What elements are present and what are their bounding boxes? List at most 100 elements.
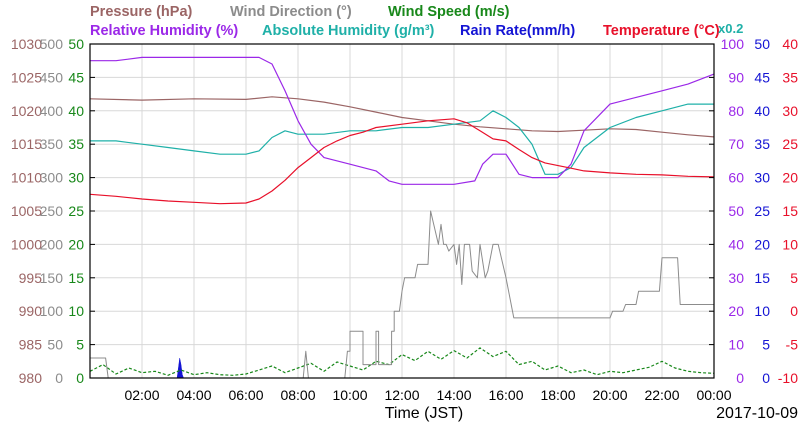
plot-frame [89, 43, 715, 379]
y-tick-label-temperature: 30 [782, 103, 798, 119]
legend: Pressure (hPa) Wind Direction (°) Wind Spe… [90, 4, 720, 39]
y-tick-label-pressure: 1010 [11, 170, 42, 186]
x-tick-label: 16:00 [488, 387, 523, 403]
y-tick-label-wind-direction: 0 [55, 370, 63, 386]
x-tick-label: 10:00 [332, 387, 367, 403]
y-tick-label-wind-direction: 150 [40, 270, 64, 286]
y-tick-label-temperature: 40 [782, 36, 798, 52]
y-tick-label-humidity: 20 [728, 303, 744, 319]
y-tick-label-pressure: 980 [19, 370, 43, 386]
y-tick-label-wind-direction: 450 [40, 69, 64, 85]
legend-entry-pressure-hpa: Pressure (hPa) [90, 4, 193, 20]
y-tick-label-humidity: 80 [728, 103, 744, 119]
legend-entry-rain-rate-mm-h: Rain Rate(mm/h) [460, 23, 575, 39]
right-axes: 0102030405060708090100051015202530354045… [721, 36, 799, 386]
legend-entry-wind-direction: Wind Direction (°) [230, 4, 352, 20]
x-tick-label: 02:00 [124, 387, 159, 403]
left-axes: 9809859909951000100510101015102010251030… [11, 36, 84, 386]
y-tick-label-pressure: 1020 [11, 103, 42, 119]
y-tick-label-wind-direction: 50 [47, 337, 63, 353]
y-tick-label-wind-direction: 400 [40, 103, 64, 119]
y-tick-label-rain-rate: 50 [754, 36, 770, 52]
series-wind-direction [90, 210, 714, 379]
series-pressure-hpa [89, 96, 715, 138]
date-label: 2017-10-09 [716, 405, 798, 422]
y-tick-label-wind-direction: 300 [40, 170, 64, 186]
x-tick-label: 04:00 [176, 387, 211, 403]
y-tick-label-temperature: 15 [782, 203, 798, 219]
y-tick-label-rain-rate: 40 [754, 103, 770, 119]
abs-humidity-scale-note: x0.2 [718, 21, 743, 36]
grid [90, 43, 714, 379]
y-tick-label-rain-rate: 20 [754, 236, 770, 252]
y-tick-label-humidity: 0 [736, 370, 744, 386]
y-tick-label-rain-rate: 5 [762, 337, 770, 353]
y-tick-label-humidity: 90 [728, 69, 744, 85]
y-tick-label-humidity: 30 [728, 270, 744, 286]
x-axis-label: Time (JST) [385, 405, 464, 422]
y-tick-label-temperature: 25 [782, 136, 798, 152]
y-tick-label-temperature: -10 [778, 370, 798, 386]
y-tick-label-wind-speed: 15 [68, 270, 84, 286]
y-tick-label-temperature: 20 [782, 170, 798, 186]
x-tick-label: 06:00 [228, 387, 263, 403]
y-tick-label-wind-direction: 100 [40, 303, 64, 319]
y-tick-label-rain-rate: 45 [754, 69, 770, 85]
x-tick-label: 08:00 [280, 387, 315, 403]
y-tick-label-wind-speed: 50 [68, 36, 84, 52]
y-tick-label-rain-rate: 10 [754, 303, 770, 319]
y-tick-label-rain-rate: 15 [754, 270, 770, 286]
x-tick-label: 22:00 [644, 387, 679, 403]
y-tick-label-pressure: 1025 [11, 69, 42, 85]
x-tick-label: 20:00 [592, 387, 627, 403]
x-tick-label: 18:00 [540, 387, 575, 403]
y-tick-label-pressure: 985 [19, 337, 43, 353]
series-temperature-c [89, 118, 715, 205]
y-tick-label-wind-speed: 35 [68, 136, 84, 152]
y-tick-label-humidity: 100 [721, 36, 745, 52]
series-relative-humidity [90, 56, 715, 185]
y-tick-label-pressure: 990 [19, 303, 43, 319]
y-tick-label-rain-rate: 35 [754, 136, 770, 152]
y-tick-label-humidity: 10 [728, 337, 744, 353]
x-tick-label: 00:00 [696, 387, 731, 403]
series-wind-speed-m-s [89, 347, 715, 376]
legend-entry-wind-speed-m-s: Wind Speed (m/s) [388, 4, 510, 20]
y-tick-label-temperature: 0 [790, 303, 798, 319]
y-tick-label-humidity: 70 [728, 136, 744, 152]
y-tick-label-humidity: 40 [728, 236, 744, 252]
x-tick-label: 12:00 [384, 387, 419, 403]
y-tick-label-wind-speed: 45 [68, 69, 84, 85]
y-tick-label-wind-direction: 500 [40, 36, 64, 52]
y-tick-label-temperature: 5 [790, 270, 798, 286]
y-tick-label-temperature: -5 [786, 337, 799, 353]
legend-entry-relative-humidity: Relative Humidity (%) [90, 23, 238, 39]
y-tick-label-wind-direction: 200 [40, 236, 64, 252]
y-tick-label-wind-speed: 40 [68, 103, 84, 119]
y-tick-label-wind-speed: 5 [76, 337, 84, 353]
legend-entry-temperature-c: Temperature (°C) [603, 23, 720, 39]
y-tick-label-temperature: 10 [782, 236, 798, 252]
y-tick-label-wind-speed: 25 [68, 203, 84, 219]
y-tick-label-pressure: 995 [19, 270, 43, 286]
y-tick-label-wind-direction: 350 [40, 136, 64, 152]
y-tick-label-pressure: 1015 [11, 136, 42, 152]
y-tick-label-wind-direction: 250 [40, 203, 64, 219]
y-tick-label-humidity: 60 [728, 170, 744, 186]
y-tick-label-temperature: 35 [782, 69, 798, 85]
y-tick-label-rain-rate: 0 [762, 370, 770, 386]
x-tick-label: 14:00 [436, 387, 471, 403]
y-tick-label-wind-speed: 20 [68, 236, 84, 252]
y-tick-label-pressure: 1000 [11, 236, 42, 252]
y-tick-label-wind-speed: 30 [68, 170, 84, 186]
series-absolute-humidity-g-m [90, 103, 714, 175]
y-tick-label-pressure: 1005 [11, 203, 42, 219]
y-tick-label-humidity: 50 [728, 203, 744, 219]
y-tick-label-rain-rate: 30 [754, 170, 770, 186]
y-tick-label-wind-speed: 10 [68, 303, 84, 319]
y-tick-label-rain-rate: 25 [754, 203, 770, 219]
y-tick-label-wind-speed: 0 [76, 370, 84, 386]
legend-entry-absolute-humidity-g-m: Absolute Humidity (g/m³) [262, 23, 435, 39]
x-axis: 02:00 04:00 06:00 08:00 10:00 12:00 14:00 16:00… [124, 387, 731, 403]
